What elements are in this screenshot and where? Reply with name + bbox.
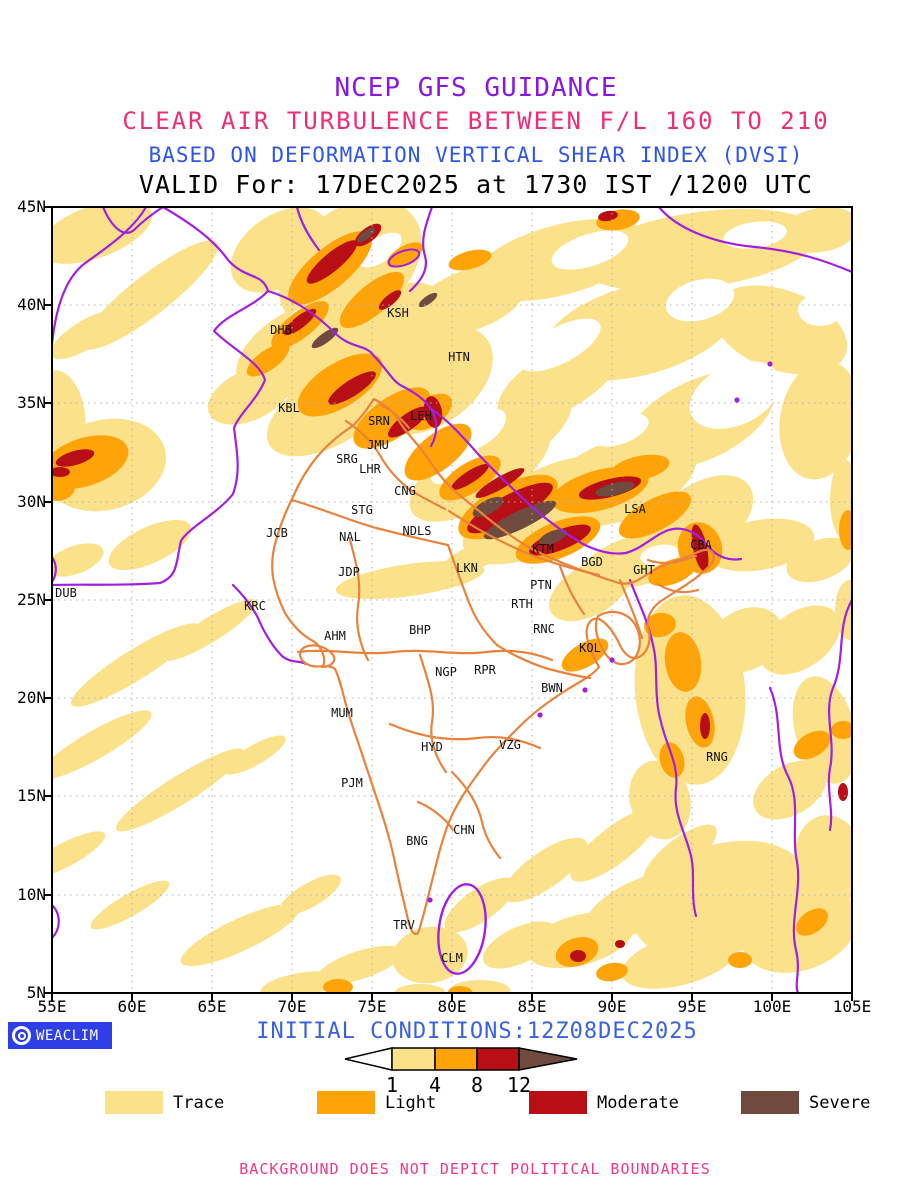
initial-conditions-label: INITIAL CONDITIONS:12Z08DEC2025 [256, 1019, 698, 1044]
valid-time-label: VALID For: 17DEC2025 at 1730 IST /1200 U… [138, 170, 814, 199]
x-axis-label: 55E [37, 997, 67, 1016]
city-label-ght: GHT [633, 563, 655, 577]
city-label-cba: CBA [690, 538, 712, 552]
colorbar-tick-label: 8 [470, 1073, 484, 1097]
city-label-leh: LEH [410, 409, 432, 423]
colorbar-light-segment [434, 1047, 478, 1071]
city-label-bgd: BGD [581, 555, 603, 569]
legend-label: Severe [809, 1093, 871, 1113]
axis-tick-layer [44, 206, 853, 1001]
city-label-ktm: KTM [532, 542, 554, 556]
city-label-mum: MUM [331, 706, 353, 720]
city-label-lhr: LHR [359, 462, 381, 476]
x-axis-label: 80E [437, 997, 467, 1016]
city-label-ahm: AHM [324, 629, 346, 643]
city-label-bhp: BHP [409, 623, 431, 637]
y-axis-label: 35N [17, 393, 46, 412]
colorbar-tick-label: 4 [428, 1073, 442, 1097]
legend-label: Trace [173, 1093, 225, 1113]
city-label-htn: HTN [448, 350, 470, 364]
city-label-nal: NAL [339, 530, 361, 544]
x-axis-label: 90E [597, 997, 627, 1016]
y-axis-label: 10N [17, 885, 46, 904]
city-label-rnc: RNC [533, 622, 555, 636]
colorbar-moderate-segment [476, 1047, 520, 1071]
city-label-ngp: NGP [435, 665, 457, 679]
colorbar-tick-label: 1 [385, 1073, 399, 1097]
x-axis-label: 60E [117, 997, 147, 1016]
legend-swatch [105, 1091, 163, 1114]
legend-label: Light [385, 1093, 437, 1113]
page-title: NCEP GFS GUIDANCE [334, 73, 618, 103]
y-axis-label: 25N [17, 590, 46, 609]
y-axis-label: 20N [17, 688, 46, 707]
city-label-kbl: KBL [278, 401, 300, 415]
city-label-srn: SRN [368, 414, 390, 428]
y-axis-label: 30N [17, 492, 46, 511]
colorbar [344, 1047, 578, 1071]
x-axis-label: 100E [752, 997, 792, 1016]
x-axis-label: 105E [832, 997, 872, 1016]
city-label-ksh: KSH [387, 306, 409, 320]
city-label-vzg: VZG [499, 738, 521, 752]
city-label-trv: TRV [393, 918, 415, 932]
city-label-lkn: LKN [456, 561, 478, 575]
city-label-dhb: DHB [270, 323, 292, 337]
city-label-ptn: PTN [530, 578, 552, 592]
city-label-ndls: NDLS [402, 524, 432, 538]
city-label-jdp: JDP [338, 565, 360, 579]
city-label-kol: KOL [579, 641, 601, 655]
weaclim-logo: WEACLIM [8, 1022, 112, 1049]
city-label-jcb: JCB [266, 526, 288, 540]
city-label-bwn: BWN [541, 681, 563, 695]
legend-label: Moderate [597, 1093, 679, 1113]
x-axis-label: 65E [197, 997, 227, 1016]
city-label-lsa: LSA [624, 502, 646, 516]
colorbar-severe-arrow [518, 1047, 578, 1071]
disclaimer-text: BACKGROUND DOES NOT DEPICT POLITICAL BOU… [239, 1160, 711, 1178]
boundary-line-layer [52, 207, 852, 993]
city-label-rng: RNG [706, 750, 728, 764]
contour-fill-layer [52, 207, 852, 993]
subtitle-turbulence: CLEAR AIR TURBULENCE BETWEEN F/L 160 TO … [122, 107, 830, 135]
subtitle-method: BASED ON DEFORMATION VERTICAL SHEAR INDE… [148, 143, 804, 167]
y-axis-label: 40N [17, 295, 46, 314]
city-label-dub: DUB [55, 586, 77, 600]
y-axis-label: 45N [17, 197, 46, 216]
city-label-clm: CLM [441, 951, 463, 965]
x-axis-label: 85E [517, 997, 547, 1016]
city-label-rth: RTH [511, 597, 533, 611]
colorbar-left-arrow [344, 1047, 393, 1071]
city-label-chn: CHN [453, 823, 475, 837]
city-label-rpr: RPR [474, 663, 496, 677]
x-axis-label: 75E [357, 997, 387, 1016]
colorbar-tick-label: 12 [506, 1073, 532, 1097]
city-label-hyd: HYD [421, 740, 443, 754]
city-label-cng: CNG [394, 484, 416, 498]
legend-swatch [529, 1091, 587, 1114]
colorbar-trace-segment [391, 1047, 436, 1071]
city-label-krc: KRC [244, 599, 266, 613]
logo-text: WEACLIM [36, 1027, 99, 1044]
city-label-bng: BNG [406, 834, 428, 848]
legend-swatch [741, 1091, 799, 1114]
y-axis-label: 5N [26, 983, 46, 1002]
city-label-stg: STG [351, 503, 373, 517]
legend-swatch [317, 1091, 375, 1114]
city-label-pjm: PJM [341, 776, 363, 790]
y-axis-label: 15N [17, 786, 46, 805]
logo-circle-icon [12, 1026, 31, 1045]
city-label-srg: SRG [336, 452, 358, 466]
city-label-jmu: JMU [367, 438, 389, 452]
x-axis-label: 70E [277, 997, 307, 1016]
x-axis-label: 95E [677, 997, 707, 1016]
